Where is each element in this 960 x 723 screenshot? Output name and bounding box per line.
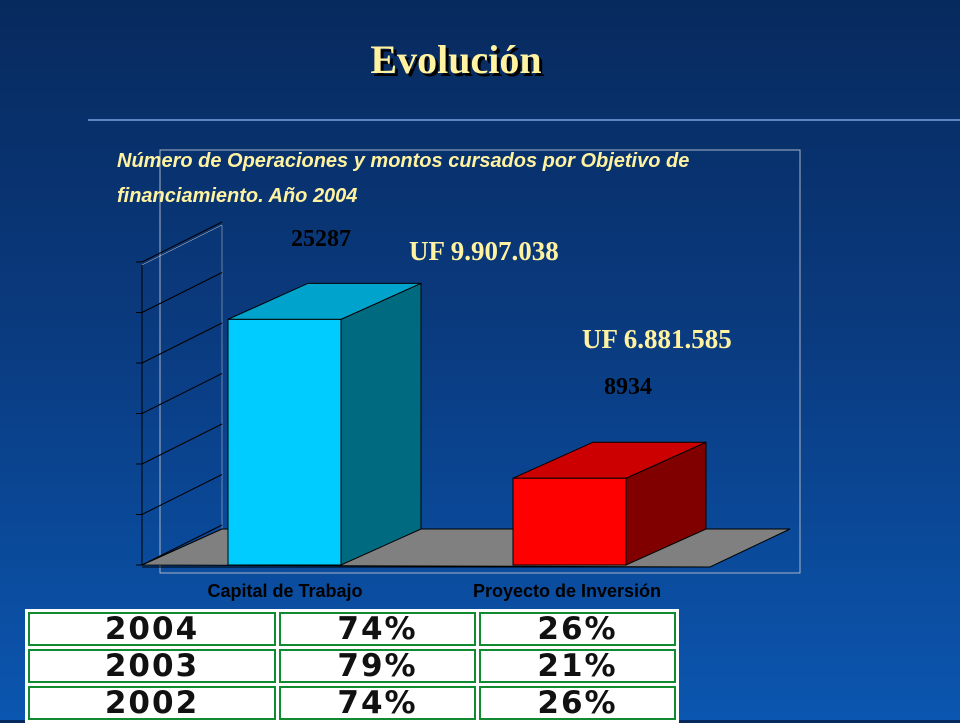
bar-proyecto [512, 441, 707, 566]
value-label-proyecto: 8934 [604, 374, 652, 400]
table-cell-capital: 74% [279, 686, 476, 720]
amount-label-capital: UF 9.907.038 [409, 236, 559, 266]
y-depth-line [141, 524, 223, 566]
y-depth-line [141, 272, 223, 313]
table-cell-capital: 74% [279, 612, 476, 646]
bar-side [340, 282, 422, 566]
table-cell-year: 2003 [28, 649, 276, 683]
table-row: 2004 74% 26% [28, 612, 676, 646]
plot-area [159, 149, 801, 574]
y-depth-line [141, 373, 223, 414]
table-row: 2002 74% 26% [28, 686, 676, 720]
bars [227, 282, 707, 566]
percentage-table: 2004 74% 26% 2003 79% 21% 2002 74% 26% [25, 609, 679, 723]
y-depth-line [141, 474, 223, 515]
table-cell-capital: 79% [279, 649, 476, 683]
bar-front [227, 318, 342, 566]
category-label-capital: Capital de Trabajo [207, 581, 363, 601]
back-wall [141, 224, 223, 566]
y-depth-line [141, 221, 223, 263]
y-depth-line [141, 423, 223, 465]
table-cell-year: 2002 [28, 686, 276, 720]
amount-label-proyecto: UF 6.881.585 [582, 324, 732, 354]
table-cell-proyecto: 26% [479, 686, 676, 720]
value-label-capital: 25287 [291, 226, 351, 252]
table-cell-proyecto: 21% [479, 649, 676, 683]
table-cell-year: 2004 [28, 612, 276, 646]
y-depth-line [141, 322, 223, 364]
bar-front [512, 477, 627, 566]
table-cell-proyecto: 26% [479, 612, 676, 646]
chart-subtitle: Número de Operaciones y montos cursados … [117, 150, 690, 207]
bar-capital [227, 282, 422, 566]
category-label-proyecto: Proyecto de Inversión [472, 581, 662, 601]
slide-title: Evolución [370, 37, 542, 82]
table-row: 2003 79% 21% [28, 649, 676, 683]
y-axis [136, 221, 223, 566]
title-divider [88, 119, 960, 121]
